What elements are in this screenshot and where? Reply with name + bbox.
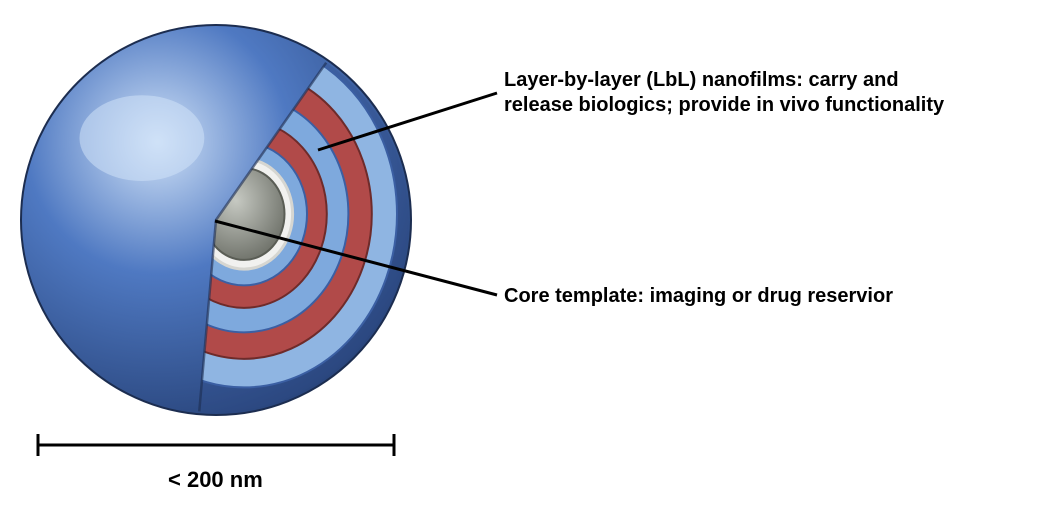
- label-nanofilms-line2: release biologics; provide in vivo funct…: [504, 94, 944, 116]
- label-nanofilms: Layer-by-layer (LbL) nanofilms: carry an…: [504, 68, 944, 118]
- scale-bar: [38, 434, 394, 456]
- diagram-stage: Layer-by-layer (LbL) nanofilms: carry an…: [0, 0, 1050, 504]
- label-nanofilms-line1: Layer-by-layer (LbL) nanofilms: carry an…: [504, 69, 899, 91]
- label-scale-text: < 200 nm: [168, 467, 263, 492]
- label-core: Core template: imaging or drug reservior: [504, 284, 893, 309]
- label-core-text: Core template: imaging or drug reservior: [504, 285, 893, 307]
- label-scale: < 200 nm: [168, 466, 263, 494]
- sphere-highlight: [79, 95, 204, 181]
